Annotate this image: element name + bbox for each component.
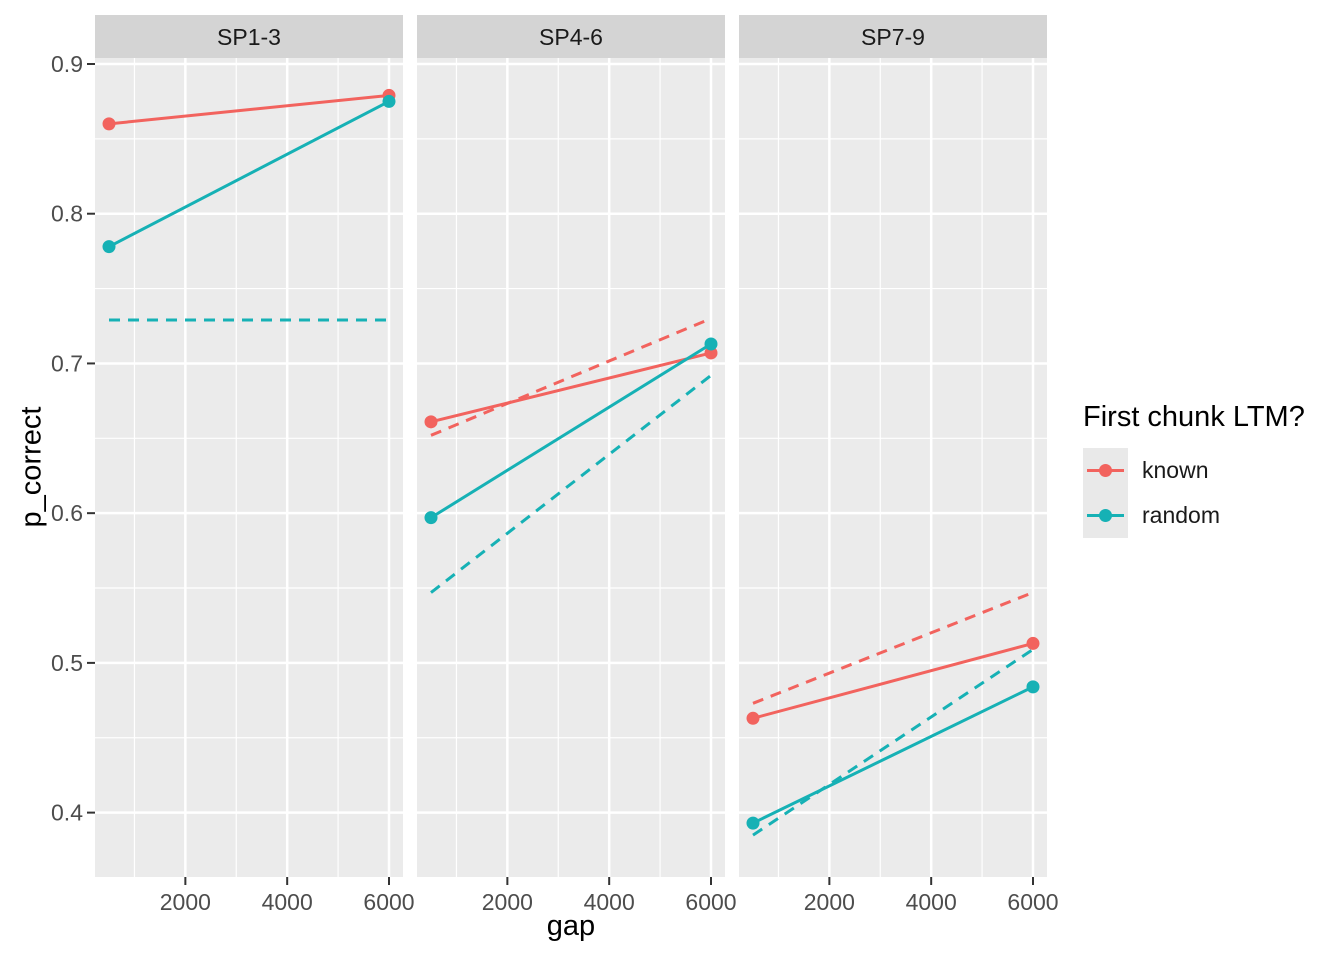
x-tick-label: 4000 bbox=[906, 889, 957, 915]
y-axis-title: p_correct bbox=[15, 406, 48, 528]
y-tick-label: 0.9 bbox=[51, 51, 83, 77]
x-tick-label: 2000 bbox=[804, 889, 855, 915]
x-tick-label: 4000 bbox=[584, 889, 635, 915]
data-point-random bbox=[704, 337, 718, 351]
x-tick-label: 6000 bbox=[1007, 889, 1058, 915]
legend-entry: random bbox=[1083, 493, 1305, 538]
x-tick-label: 2000 bbox=[482, 889, 533, 915]
facet-strip-label: SP1-3 bbox=[217, 24, 281, 50]
legend-key bbox=[1083, 448, 1128, 493]
series-line-random-solid bbox=[108, 100, 390, 248]
series-line-random-solid bbox=[430, 342, 712, 519]
facet-strip-label: SP4-6 bbox=[539, 24, 603, 50]
panel-background bbox=[417, 58, 725, 877]
data-point-known bbox=[1026, 636, 1040, 650]
legend-entry: known bbox=[1083, 448, 1305, 493]
data-point-random bbox=[102, 240, 116, 254]
data-point-known bbox=[102, 117, 116, 131]
y-tick-label: 0.4 bbox=[51, 800, 83, 826]
series-line-known-solid bbox=[430, 351, 712, 424]
legend-point bbox=[1099, 464, 1112, 477]
legend-entry-label: known bbox=[1142, 457, 1209, 483]
legend-key-glyph-icon bbox=[1087, 509, 1124, 522]
x-tick-label: 6000 bbox=[685, 889, 736, 915]
facet-strip-label: SP7-9 bbox=[861, 24, 925, 50]
panel-background bbox=[739, 58, 1047, 877]
y-tick-label: 0.5 bbox=[51, 650, 83, 676]
x-tick-label: 6000 bbox=[363, 889, 414, 915]
data-point-known bbox=[746, 711, 760, 725]
legend-key-glyph-icon bbox=[1087, 464, 1124, 477]
x-tick-label: 2000 bbox=[160, 889, 211, 915]
panel-background bbox=[95, 58, 403, 877]
facet-strip bbox=[417, 15, 725, 58]
y-tick-label: 0.8 bbox=[51, 201, 83, 227]
x-tick-label: 4000 bbox=[262, 889, 313, 915]
y-tick-label: 0.7 bbox=[51, 350, 83, 376]
legend-point bbox=[1099, 509, 1112, 522]
data-point-random bbox=[424, 511, 438, 525]
series-line-known-solid bbox=[752, 641, 1034, 720]
series-line-random-solid bbox=[752, 685, 1034, 825]
x-axis-title: gap bbox=[546, 910, 596, 942]
legend-key bbox=[1083, 493, 1128, 538]
legend-entry-label: random bbox=[1142, 502, 1220, 528]
data-point-known bbox=[424, 415, 438, 429]
legend: First chunk LTM? known random bbox=[1083, 401, 1305, 538]
series-line-known-solid bbox=[108, 93, 390, 126]
series-line-known-dashed bbox=[430, 317, 712, 437]
series-line-random-dashed bbox=[430, 374, 712, 594]
facet-strip bbox=[95, 15, 403, 58]
facet-strip bbox=[739, 15, 1047, 58]
data-point-known bbox=[704, 346, 718, 360]
series-line-known-dashed bbox=[752, 591, 1034, 705]
legend-entries: known random bbox=[1083, 448, 1305, 538]
legend-title: First chunk LTM? bbox=[1083, 401, 1305, 433]
y-tick-label: 0.6 bbox=[51, 500, 83, 526]
data-point-random bbox=[746, 816, 760, 830]
data-point-random bbox=[382, 94, 396, 108]
data-point-random bbox=[1026, 680, 1040, 694]
